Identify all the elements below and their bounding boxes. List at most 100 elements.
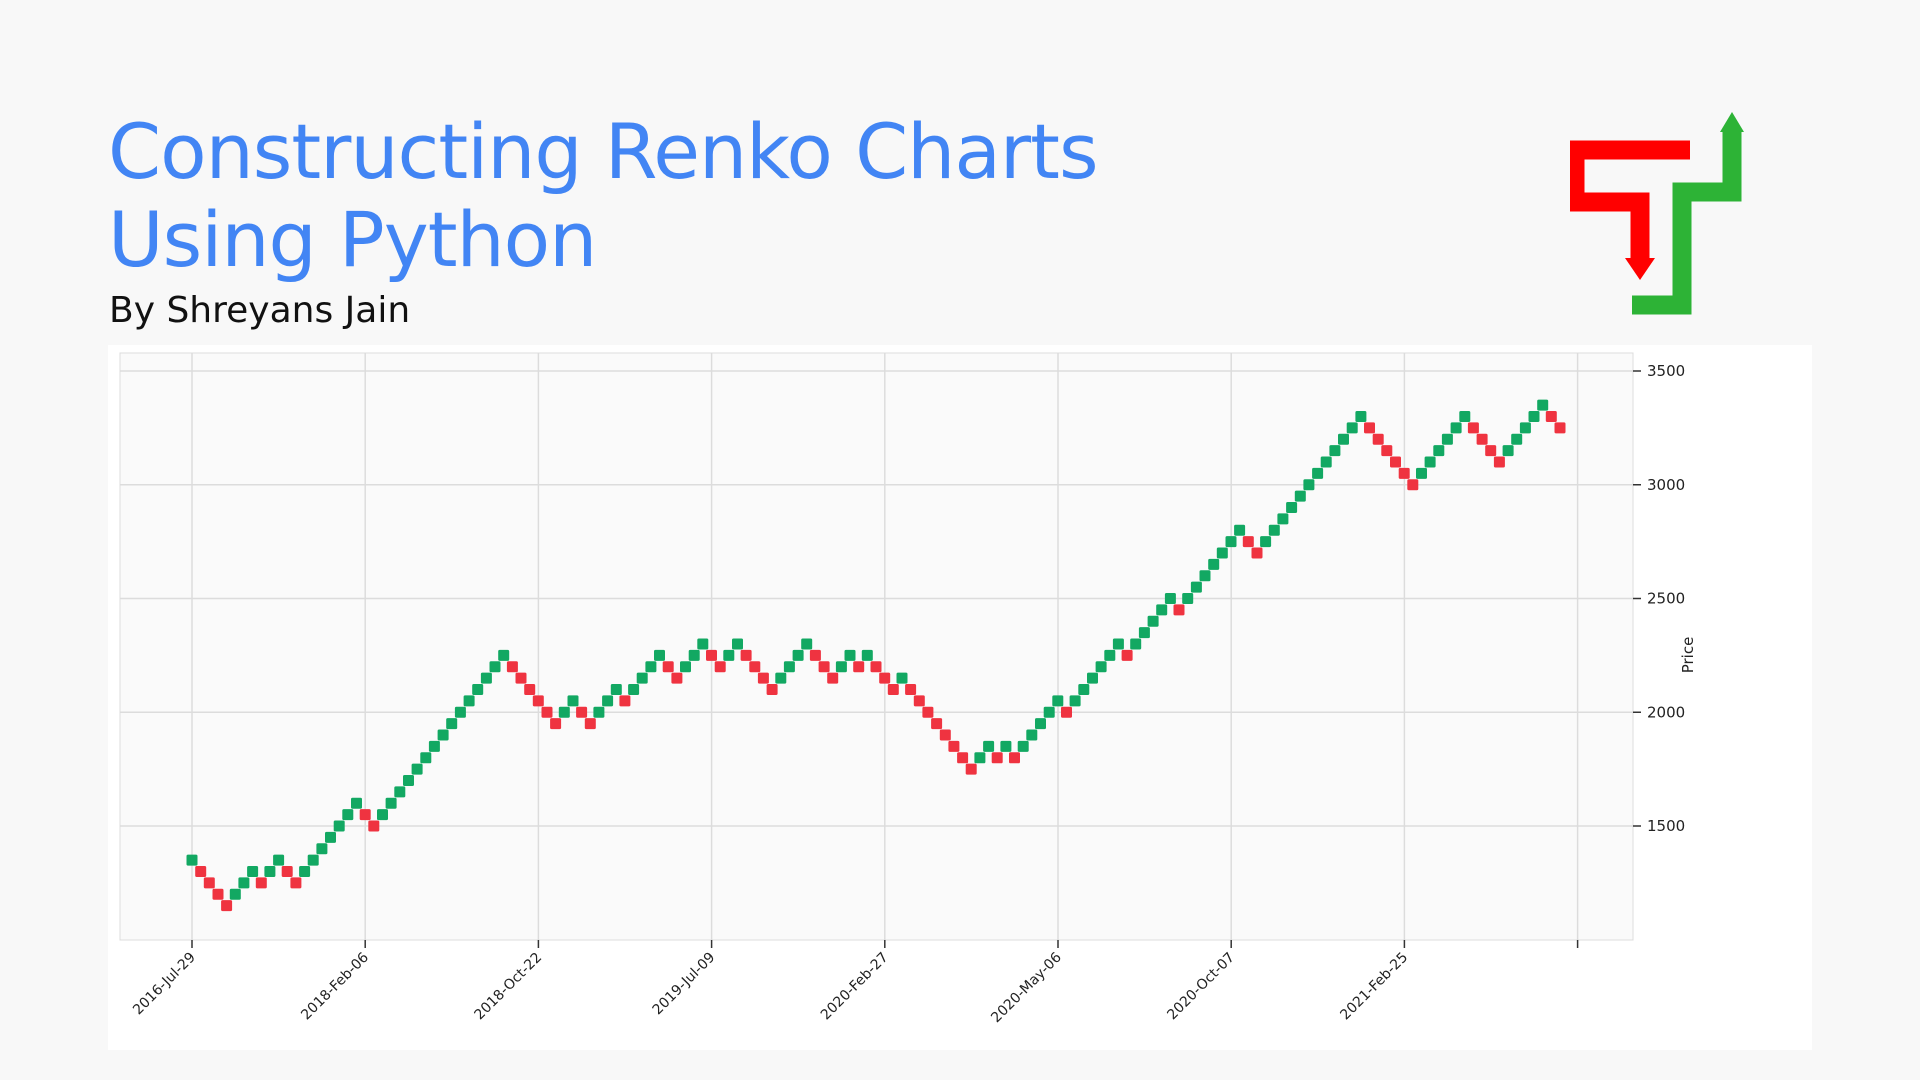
up-brick [342, 809, 354, 821]
y-tick-label: 1500 [1647, 817, 1685, 835]
down-brick [714, 661, 726, 673]
up-brick [1234, 524, 1246, 536]
up-brick [792, 649, 804, 661]
down-brick [706, 649, 717, 661]
up-brick [983, 740, 995, 752]
up-brick [558, 706, 570, 718]
y-tick-label: 2000 [1647, 703, 1685, 721]
down-brick [991, 752, 1003, 764]
down-brick [541, 706, 553, 718]
down-brick [749, 661, 761, 673]
down-brick [212, 888, 224, 900]
down-brick [853, 661, 865, 673]
x-tick-label: 2018-Feb-06 [298, 949, 372, 1023]
x-tick-label: 2019-Jul-09 [650, 950, 719, 1019]
up-brick [1182, 593, 1194, 604]
down-brick [818, 661, 830, 673]
up-brick [428, 740, 440, 752]
up-brick [1225, 536, 1237, 548]
up-brick [1416, 467, 1427, 479]
up-brick [394, 786, 406, 798]
up-brick [472, 684, 484, 695]
up-brick [1320, 456, 1332, 468]
up-brick [835, 661, 847, 673]
up-brick [351, 797, 362, 809]
down-brick [524, 684, 536, 695]
down-brick [255, 877, 267, 889]
down-brick [1407, 479, 1419, 491]
up-brick [1537, 399, 1549, 411]
down-brick [913, 695, 925, 707]
y-tick-label: 2500 [1647, 590, 1685, 608]
up-brick [636, 672, 648, 684]
up-brick [325, 831, 336, 843]
up-brick [801, 638, 813, 650]
down-brick [1009, 752, 1020, 764]
up-brick [844, 649, 856, 661]
up-brick [1441, 433, 1453, 445]
y-tick-label: 3500 [1647, 362, 1685, 380]
down-brick [766, 684, 778, 695]
up-brick [1277, 513, 1289, 525]
up-brick [1338, 433, 1349, 445]
down-brick [905, 684, 917, 695]
x-tick-label: 2020-Oct-07 [1164, 950, 1238, 1024]
up-brick [732, 638, 743, 650]
down-brick [1476, 433, 1488, 445]
chart-bricks [186, 399, 1566, 912]
x-tick-label: 2021-Feb-25 [1337, 950, 1411, 1024]
renko-arrows-logo-icon [1570, 112, 1744, 315]
down-brick [1372, 433, 1384, 445]
up-brick [1156, 604, 1168, 616]
down-brick [619, 695, 631, 707]
up-brick [437, 729, 449, 741]
up-brick [186, 854, 198, 866]
down-brick [757, 672, 769, 684]
down-brick [1554, 422, 1566, 434]
up-brick [1112, 638, 1124, 650]
down-brick [368, 820, 380, 832]
down-brick [1381, 445, 1393, 457]
up-brick [264, 866, 276, 877]
up-brick [1087, 672, 1098, 684]
up-brick [446, 718, 458, 730]
up-brick [697, 638, 709, 650]
up-brick [1519, 422, 1531, 434]
down-brick [1485, 445, 1497, 457]
down-brick [965, 763, 977, 775]
up-brick [1294, 490, 1306, 502]
up-brick [1355, 411, 1367, 422]
up-brick [1000, 740, 1012, 752]
up-brick [377, 809, 388, 821]
up-brick [567, 695, 579, 707]
up-brick [1260, 536, 1272, 548]
down-brick [290, 877, 302, 889]
down-brick [1545, 411, 1557, 422]
down-brick [281, 866, 293, 877]
x-tick-label: 2018-Oct-22 [472, 950, 546, 1024]
up-brick [1017, 740, 1029, 752]
up-brick [974, 752, 986, 764]
down-brick [1173, 604, 1185, 616]
up-brick [1268, 524, 1280, 536]
up-brick [861, 649, 873, 661]
down-brick [532, 695, 544, 707]
up-brick [1312, 467, 1324, 479]
up-brick [1190, 581, 1202, 593]
up-brick [1043, 706, 1055, 718]
up-brick [1459, 411, 1471, 422]
up-brick [1069, 695, 1081, 707]
down-brick [1061, 706, 1072, 718]
down-brick [948, 740, 960, 752]
up-brick [480, 672, 492, 684]
up-arrow-icon [1632, 130, 1742, 315]
up-brick [723, 649, 735, 661]
down-brick [809, 649, 821, 661]
up-brick [1095, 661, 1107, 673]
up-brick [1433, 445, 1445, 457]
up-brick [628, 684, 640, 695]
chart-grid [119, 352, 1634, 941]
down-brick [662, 661, 674, 673]
down-brick [1493, 456, 1505, 468]
up-brick [1164, 593, 1176, 604]
